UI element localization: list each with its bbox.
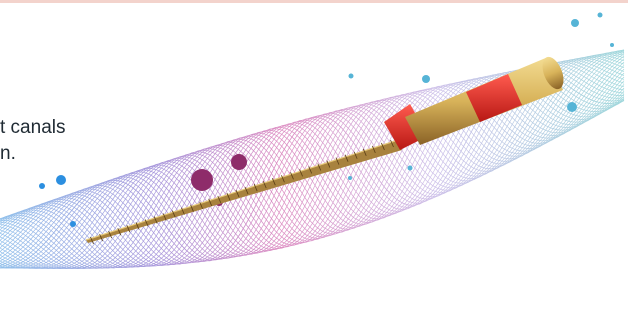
- dot: [70, 221, 76, 227]
- file-flute: [226, 192, 231, 201]
- file-flute: [235, 189, 240, 198]
- file-flute: [308, 166, 313, 174]
- ribbon-line: [0, 53, 625, 269]
- file-flute: [371, 145, 376, 154]
- file-flute: [217, 195, 222, 204]
- tagline: t canals n.: [0, 115, 65, 167]
- dot: [348, 176, 352, 180]
- ribbon-line: [0, 50, 625, 269]
- ribbon-line: [0, 49, 625, 269]
- ribbon-line: [0, 54, 625, 270]
- file-flute: [99, 233, 103, 242]
- tagline-line-2: n.: [0, 143, 16, 164]
- file-flute: [153, 216, 158, 224]
- handle-tip: [542, 56, 564, 90]
- file-flute: [299, 169, 303, 177]
- file-flute: [353, 151, 358, 159]
- dot: [567, 102, 577, 112]
- file-flute: [262, 180, 267, 189]
- file-flute: [390, 139, 394, 148]
- dot: [571, 19, 579, 27]
- tagline-line-1: t canals: [0, 117, 66, 138]
- file-flute: [171, 210, 176, 218]
- file-flute: [335, 157, 340, 165]
- dot: [422, 75, 430, 83]
- color-band: [466, 74, 522, 122]
- file-flutes: [90, 139, 394, 245]
- file-flute: [362, 148, 367, 156]
- dot: [191, 169, 213, 191]
- file-flute: [326, 160, 331, 168]
- file-flute: [117, 228, 122, 236]
- file-flute: [344, 154, 349, 162]
- dot: [597, 12, 603, 18]
- file-flute: [181, 207, 185, 215]
- file-flute: [244, 186, 249, 195]
- file-flute: [135, 222, 140, 230]
- file-flute: [381, 142, 385, 151]
- file-flute: [208, 198, 213, 206]
- file-flute: [126, 225, 131, 233]
- file-flute: [144, 219, 149, 227]
- ribbon-line: [0, 56, 625, 269]
- ribbon-line: [0, 57, 625, 269]
- dot: [610, 43, 614, 47]
- file-flute: [162, 213, 167, 221]
- file-flute: [190, 204, 194, 212]
- endodontic-file-icon: [85, 56, 564, 245]
- file-flute: [90, 236, 94, 245]
- file-flute: [253, 183, 258, 192]
- dot: [348, 73, 354, 79]
- ribbon-line: [0, 51, 625, 269]
- decorative-dots: [39, 12, 614, 227]
- ribbon-line: [0, 49, 625, 269]
- file-flute: [281, 175, 285, 183]
- dot: [39, 183, 45, 189]
- dot: [56, 175, 66, 185]
- ribbon-line: [0, 52, 625, 269]
- file-flute: [290, 172, 294, 180]
- file-flute: [271, 178, 276, 186]
- dot: [407, 165, 413, 171]
- top-border: [0, 0, 628, 3]
- file-flute: [199, 201, 203, 209]
- dot: [231, 154, 247, 170]
- file-flute: [317, 163, 322, 171]
- file-flute: [108, 230, 113, 239]
